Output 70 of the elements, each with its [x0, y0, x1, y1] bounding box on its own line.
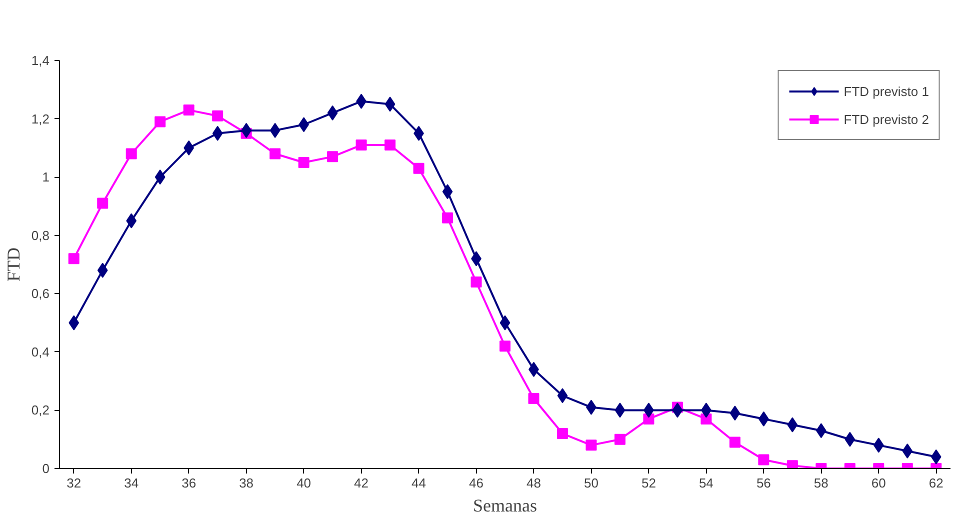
point [758, 454, 770, 466]
x-tick-label: 46 [469, 476, 484, 490]
point [528, 393, 540, 404]
point [270, 122, 280, 138]
point [614, 434, 626, 445]
point [97, 262, 108, 278]
y-tick-label: 0,4 [31, 344, 50, 360]
x-tick-label: 52 [641, 476, 656, 490]
point [500, 340, 510, 352]
y-tick-label: 0,6 [31, 286, 50, 302]
y-tick-label: 0,2 [31, 402, 50, 418]
legend-label: FTD previsto 2 [844, 112, 929, 126]
x-tick-label: 40 [296, 476, 312, 490]
point [356, 140, 367, 151]
x-tick-label: 34 [124, 476, 139, 490]
point [384, 96, 396, 112]
x-tick-label: 48 [526, 476, 541, 490]
point [413, 162, 424, 174]
point [298, 157, 310, 168]
point [68, 315, 80, 330]
x-tick-label: 60 [871, 476, 886, 490]
point [184, 140, 194, 156]
x-tick-label: 32 [66, 476, 82, 490]
x-tick-label: 36 [182, 476, 196, 490]
point [500, 315, 510, 330]
point [442, 212, 454, 224]
y-tick-label: 1,2 [31, 111, 50, 126]
point [212, 110, 224, 122]
point [470, 276, 482, 288]
point [816, 423, 826, 438]
point [787, 417, 798, 432]
point [442, 184, 453, 200]
point [556, 428, 568, 440]
point [384, 140, 396, 151]
point [212, 126, 223, 141]
point [557, 388, 568, 404]
point [930, 449, 942, 464]
point [614, 402, 626, 418]
point [730, 406, 740, 421]
x-tick-label: 44 [412, 476, 426, 490]
point [154, 170, 166, 185]
y-tick-label: 0,8 [31, 228, 50, 243]
point [270, 148, 281, 160]
x-tick-label: 38 [239, 476, 254, 490]
point [68, 253, 80, 264]
point [586, 440, 597, 451]
point [729, 436, 740, 448]
y-tick-label: 0 [42, 461, 50, 476]
y-tick-label: 1 [42, 170, 50, 185]
x-tick-label: 62 [928, 476, 944, 490]
point [126, 148, 137, 160]
x-tick-label: 54 [698, 476, 714, 490]
point [183, 104, 194, 116]
x-tick-label: 50 [584, 476, 598, 490]
point [327, 151, 338, 162]
point [126, 213, 137, 228]
x-tick-label: 58 [814, 476, 828, 490]
point [97, 198, 108, 209]
point [154, 116, 166, 128]
x-axis-title: Semanas [473, 496, 537, 516]
x-tick-label: 42 [354, 476, 369, 490]
point [844, 432, 856, 447]
y-tick-label: 1,4 [31, 53, 50, 68]
point [672, 402, 683, 418]
y-axis-title: FTD [3, 247, 24, 282]
point [327, 105, 338, 120]
point [902, 444, 913, 459]
legend-label: FTD previsto 1 [844, 84, 929, 98]
x-tick-label: 56 [756, 476, 771, 490]
point [873, 438, 884, 453]
